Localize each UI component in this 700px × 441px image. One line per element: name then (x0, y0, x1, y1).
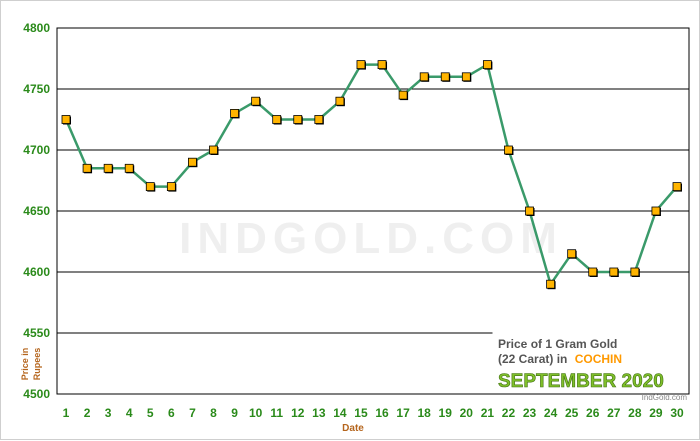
y-axis-title-line2: Rupees (32, 348, 42, 381)
data-point-6 (166, 182, 176, 192)
x-tick-label: 10 (249, 406, 263, 420)
y-tick-label: 4800 (23, 21, 50, 35)
y-tick-label: 4650 (23, 204, 50, 218)
x-tick-label: 26 (586, 406, 600, 420)
x-tick-label: 18 (417, 406, 431, 420)
x-tick-label: 7 (189, 406, 196, 420)
y-tick-labels: 4500 4550 4600 4650 4700 4750 4800 (23, 21, 50, 401)
data-point-2 (82, 163, 92, 173)
x-tick-label: 30 (670, 406, 684, 420)
y-tick-label: 4550 (23, 326, 50, 340)
data-point-4 (124, 163, 134, 173)
x-tick-label: 15 (354, 406, 368, 420)
x-tick-label: 21 (481, 406, 495, 420)
x-tick-labels: 1 2 3 4 5 6 7 8 9 10 11 12 13 14 15 16 17 18 19 20 21 22 23 24 2… (63, 406, 684, 420)
data-point-27 (609, 267, 619, 277)
data-point-12 (293, 115, 303, 124)
x-tick-label: 16 (375, 406, 389, 420)
x-tick-label: 9 (231, 406, 238, 420)
city-label: COCHIN (575, 352, 622, 366)
data-point-15 (356, 60, 366, 69)
x-tick-label: 14 (333, 406, 347, 420)
credit-label: IndGold.com (642, 393, 688, 402)
data-point-24 (546, 279, 555, 289)
title-box (492, 330, 689, 394)
data-point-10 (251, 96, 261, 106)
axes (56, 27, 690, 395)
x-tick-label: 3 (105, 406, 112, 420)
data-point-9 (230, 109, 239, 118)
title-line1: Price of 1 Gram Gold (498, 337, 617, 351)
x-tick-label: 5 (147, 406, 154, 420)
data-point-20 (461, 72, 471, 82)
month-label: SEPTEMBER 2020 (498, 371, 664, 392)
data-point-30 (672, 182, 682, 192)
x-tick-label: 2 (84, 406, 91, 420)
x-tick-label: 6 (168, 406, 175, 420)
x-tick-label: 12 (291, 406, 305, 420)
x-tick-label: 11 (270, 406, 283, 420)
data-point-16 (377, 60, 387, 69)
x-tick-label: 13 (312, 406, 326, 420)
data-point-29 (651, 206, 661, 216)
y-tick-label: 4500 (23, 387, 50, 401)
x-tick-label: 22 (502, 406, 516, 420)
y-tick-label: 4600 (23, 265, 50, 279)
price-markers (61, 60, 682, 290)
x-tick-label: 25 (565, 406, 579, 420)
x-tick-label: 19 (439, 406, 453, 420)
title-line2-prefix: (22 Carat) in (498, 352, 567, 366)
data-point-1 (61, 115, 71, 124)
data-point-11 (272, 115, 282, 124)
title-line2: (22 Carat) in COCHIN (498, 352, 622, 366)
x-tick-label: 29 (649, 406, 663, 420)
plot-border (56, 27, 690, 395)
data-point-25 (567, 249, 577, 259)
x-tick-label: 4 (126, 406, 133, 420)
data-point-23 (525, 206, 534, 216)
data-point-3 (103, 163, 113, 173)
x-tick-label: 8 (210, 406, 217, 420)
data-point-14 (335, 96, 345, 106)
data-point-22 (504, 145, 513, 155)
data-point-26 (588, 267, 598, 277)
data-point-5 (145, 182, 155, 192)
data-point-19 (440, 72, 450, 82)
x-axis-title: Date (342, 423, 364, 434)
data-point-28 (630, 267, 640, 277)
x-tick-label: 20 (460, 406, 474, 420)
x-tick-label: 23 (523, 406, 537, 420)
x-tick-label: 27 (607, 406, 621, 420)
gridlines (57, 27, 689, 334)
watermark: INDGOLD.COM (179, 214, 563, 263)
x-tick-label: 28 (628, 406, 642, 420)
x-tick-label: 24 (544, 406, 558, 420)
y-tick-label: 4750 (23, 82, 50, 96)
data-point-18 (419, 72, 429, 82)
data-point-8 (209, 145, 218, 155)
data-point-13 (314, 115, 324, 124)
data-point-17 (398, 90, 408, 100)
data-point-21 (482, 60, 492, 69)
x-tick-label: 1 (63, 406, 70, 420)
y-axis-title-line1: Price in (20, 348, 30, 381)
x-tick-label: 17 (396, 406, 410, 420)
data-point-7 (188, 157, 197, 167)
y-tick-label: 4700 (23, 143, 50, 157)
